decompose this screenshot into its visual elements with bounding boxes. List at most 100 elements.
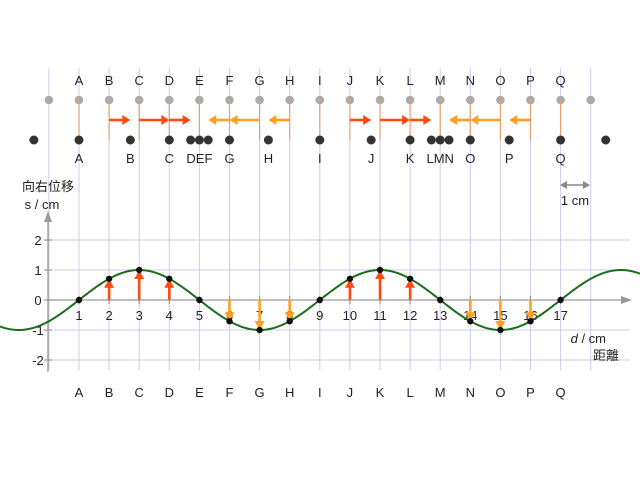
displaced-particle xyxy=(504,135,514,145)
equilibrium-label: J xyxy=(347,73,354,88)
displacement-arrowhead xyxy=(268,115,277,125)
x-tick-label: 2 xyxy=(105,308,112,323)
bottom-label: G xyxy=(255,385,265,400)
x-axis-arrowhead xyxy=(621,296,632,304)
bottom-label: M xyxy=(435,385,446,400)
x-tick-label: 4 xyxy=(166,308,173,323)
curve-arrowhead xyxy=(224,312,235,322)
curve-point xyxy=(406,275,414,282)
curve-point xyxy=(557,296,564,304)
equilibrium-labels: A B C D E F G H I J K L M N O P Q xyxy=(75,73,566,88)
curve-point xyxy=(437,296,444,304)
displaced-label: C xyxy=(165,151,174,166)
curve-point xyxy=(497,326,504,334)
x-axis-label-unit: / cm xyxy=(578,331,606,346)
x-axis: d / cm 距離 xyxy=(48,296,632,363)
y-axis-label-name: 向右位移 xyxy=(22,179,74,194)
displaced-label: LMN xyxy=(426,151,453,166)
curve-point xyxy=(166,275,173,282)
displacement-arrowhead xyxy=(229,115,238,125)
x-axis-label-var: d xyxy=(571,331,579,346)
y-axis-arrowhead xyxy=(44,211,52,222)
bottom-label: F xyxy=(226,385,234,400)
displacement-arrowhead xyxy=(470,115,479,125)
displaced-particle xyxy=(186,135,196,145)
curve-point xyxy=(286,318,293,325)
x-tick-label: 9 xyxy=(316,308,323,323)
curve-arrowhead xyxy=(134,270,145,279)
bottom-label: C xyxy=(135,385,144,400)
displaced-label: K xyxy=(406,151,415,166)
bottom-label: A xyxy=(75,385,84,400)
displacement-arrows-vertical xyxy=(104,270,536,330)
y-tick-label: 0 xyxy=(34,293,41,308)
displaced-label: Q xyxy=(556,151,566,166)
curve-point xyxy=(346,275,354,282)
equilibrium-label: F xyxy=(226,73,234,88)
displaced-label: J xyxy=(368,151,375,166)
x-tick-label: 10 xyxy=(343,308,357,323)
equilibrium-label: K xyxy=(376,73,385,88)
displaced-particle xyxy=(366,135,376,145)
scale-arrow-right xyxy=(583,181,590,189)
equilibrium-label: A xyxy=(75,73,84,88)
displaced-particle xyxy=(435,135,445,145)
displacement-arrowhead xyxy=(449,115,458,125)
bottom-label: D xyxy=(165,385,174,400)
displacement-arrowhead xyxy=(509,115,518,125)
x-tick-label: 11 xyxy=(373,308,387,323)
displaced-particle xyxy=(426,135,436,145)
scale-arrow-left xyxy=(560,181,567,189)
bottom-particle-labels: A B C D E F G H I J K L M N O P Q xyxy=(75,385,566,400)
displacement-arrows-horizontal xyxy=(109,115,531,125)
displaced-particle xyxy=(74,135,84,145)
bottom-label: N xyxy=(466,385,475,400)
x-axis-label-name: 距離 xyxy=(593,348,619,363)
curve-arrowhead xyxy=(164,278,175,288)
displaced-label: O xyxy=(465,151,475,166)
equilibrium-label: D xyxy=(165,73,174,88)
displacement-arrowhead xyxy=(161,115,170,125)
displaced-particle xyxy=(405,135,415,145)
y-axis-label-unit: s / cm xyxy=(25,197,60,212)
displaced-particle xyxy=(164,135,174,145)
displacement-arrowhead xyxy=(122,115,131,125)
equilibrium-label: E xyxy=(195,73,204,88)
curve-arrowhead xyxy=(465,312,476,322)
displaced-label: P xyxy=(505,151,514,166)
curve-point xyxy=(467,318,474,325)
curve-arrowhead xyxy=(344,278,355,288)
equilibrium-label: G xyxy=(255,73,265,88)
displaced-label: G xyxy=(224,151,234,166)
bottom-label: I xyxy=(318,385,322,400)
displaced-particle xyxy=(125,135,135,145)
displaced-label: I xyxy=(318,151,322,166)
x-tick-label: 3 xyxy=(136,308,143,323)
curve-point xyxy=(136,266,143,274)
y-axis: 向右位移 s / cm xyxy=(22,179,74,372)
y-tick-label: 2 xyxy=(34,233,41,248)
curve-arrowhead xyxy=(284,312,295,322)
equilibrium-label: L xyxy=(406,73,413,88)
displaced-particle xyxy=(203,135,213,145)
displaced-particles xyxy=(29,135,611,145)
curve-point xyxy=(527,318,534,325)
x-tick-label: 5 xyxy=(196,308,203,323)
bottom-label: E xyxy=(195,385,204,400)
y-tick-label: 1 xyxy=(34,263,41,278)
curve-arrowhead xyxy=(375,270,385,279)
displaced-particle xyxy=(315,135,325,145)
equilibrium-label: Q xyxy=(556,73,566,88)
displaced-label: B xyxy=(126,151,135,166)
bottom-label: H xyxy=(285,385,294,400)
displacement-arrowhead xyxy=(182,115,191,125)
displacement-arrowhead xyxy=(208,115,217,125)
x-tick-label: 12 xyxy=(403,308,417,323)
bottom-label: L xyxy=(406,385,413,400)
displacement-arrowhead xyxy=(423,115,432,125)
displaced-particle xyxy=(263,135,273,145)
displaced-particle-edge xyxy=(601,135,611,145)
curve-arrowhead xyxy=(495,321,506,330)
